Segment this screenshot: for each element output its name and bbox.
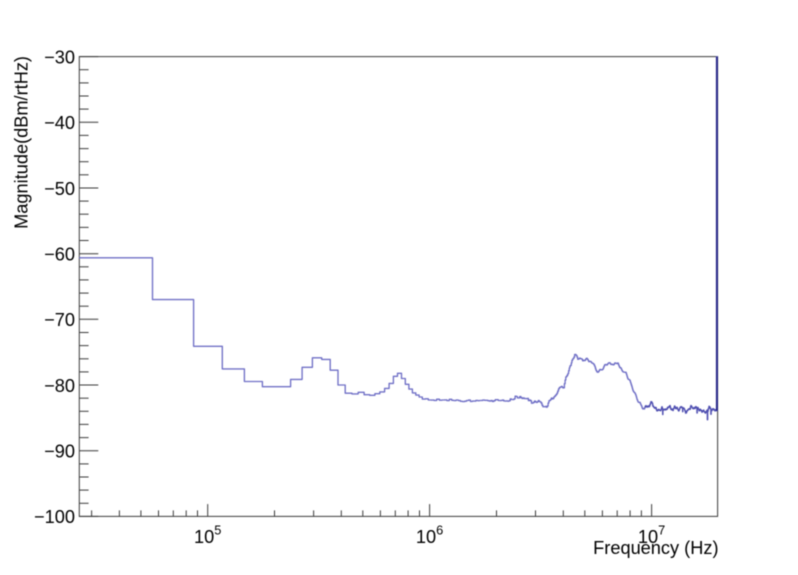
svg-text:Frequency (Hz): Frequency (Hz) bbox=[593, 538, 718, 558]
svg-text:−100: −100 bbox=[34, 507, 75, 527]
svg-text:−50: −50 bbox=[44, 179, 75, 199]
svg-text:−70: −70 bbox=[44, 310, 75, 330]
svg-text:−30: −30 bbox=[44, 47, 75, 67]
svg-text:−90: −90 bbox=[44, 442, 75, 462]
svg-text:−60: −60 bbox=[44, 245, 75, 265]
svg-text:Magnitude(dBm/rtHz): Magnitude(dBm/rtHz) bbox=[12, 56, 32, 229]
svg-text:−40: −40 bbox=[44, 113, 75, 133]
svg-text:−80: −80 bbox=[44, 376, 75, 396]
svg-text:106: 106 bbox=[416, 522, 443, 547]
